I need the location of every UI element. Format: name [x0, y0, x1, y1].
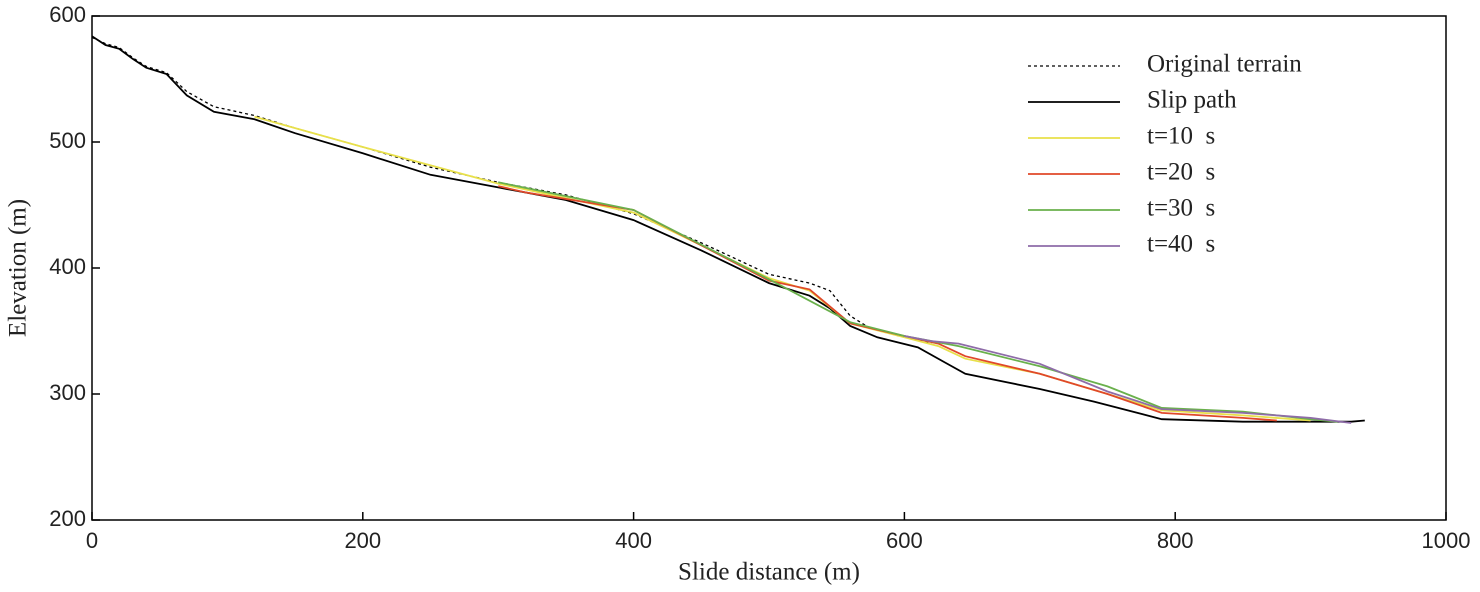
y-tick-label: 600: [49, 2, 86, 27]
legend-label: Original terrain: [1147, 51, 1302, 78]
legend-label: t=40 s: [1147, 231, 1215, 258]
plot-frame: [91, 15, 1447, 521]
series-line: [91, 35, 1365, 423]
series-line: [91, 36, 932, 345]
legend-label: t=30 s: [1147, 195, 1215, 222]
x-tick-label: 200: [344, 528, 381, 553]
series-line: [904, 335, 1352, 424]
x-tick-label: 0: [86, 528, 98, 553]
legend-label: Slip path: [1147, 87, 1237, 114]
x-axis-label: Slide distance (m): [678, 559, 860, 586]
y-tick-label: 200: [49, 506, 86, 531]
x-tick-label: 1000: [1422, 528, 1471, 553]
y-axis-label: Elevation (m): [5, 199, 32, 337]
y-tick-label: 400: [49, 254, 86, 279]
series-line: [254, 115, 1311, 422]
x-tick-label: 600: [886, 528, 923, 553]
legend-label: t=20 s: [1147, 159, 1215, 186]
x-tick-label: 800: [1157, 528, 1194, 553]
y-tick-label: 300: [49, 380, 86, 405]
x-tick-label: 400: [615, 528, 652, 553]
y-tick-label: 500: [49, 128, 86, 153]
legend-label: t=10 s: [1147, 123, 1215, 150]
